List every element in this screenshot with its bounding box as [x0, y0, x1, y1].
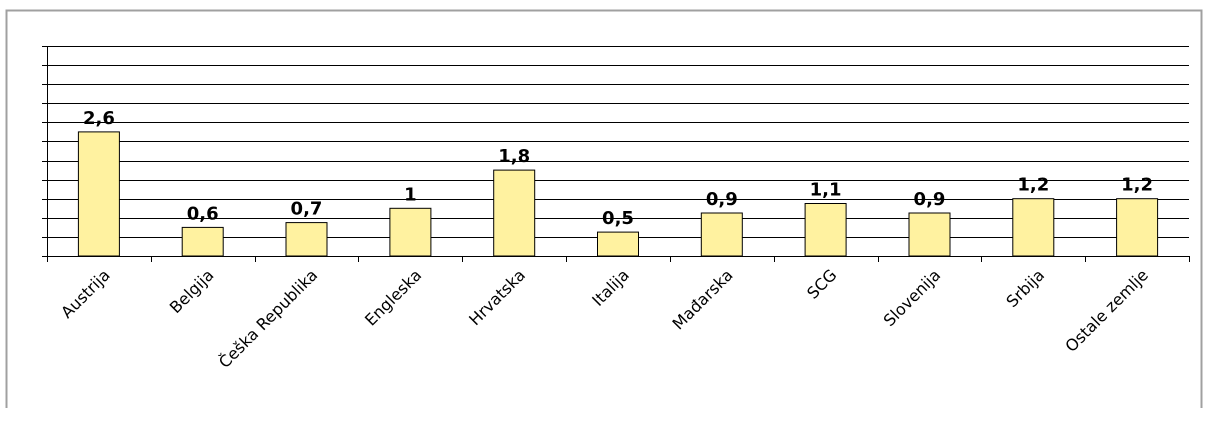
category-label: SCG: [803, 265, 840, 302]
chart-border: [5, 9, 1203, 408]
chart-frame: [5, 9, 1203, 408]
value-labels: 2,6 0,6 0,7 1 1,8 0,5 0,9 1,1 0,9 1,2 1,2: [83, 108, 1153, 229]
bar-11: [1116, 198, 1159, 257]
category-label: Austrija: [57, 265, 114, 322]
bar-5: [493, 169, 536, 257]
category-label: Belgija: [166, 265, 218, 317]
bar-8: [804, 203, 847, 257]
value-label: 0,6: [187, 203, 219, 224]
bar-7: [700, 212, 743, 257]
bar-10: [1012, 198, 1055, 257]
value-label: 0,5: [602, 208, 634, 229]
category-label: Hrvatska: [465, 265, 529, 329]
value-label: 0,7: [291, 199, 323, 220]
bars: [77, 131, 1159, 257]
value-label: 1,1: [810, 180, 842, 201]
axes: [42, 46, 1190, 262]
bar-9: [908, 212, 951, 257]
category-label: Slovenija: [880, 265, 945, 330]
gridlines: [47, 46, 1189, 257]
value-label: 2,6: [83, 108, 115, 129]
category-label: Češka Republika: [215, 265, 321, 371]
category-label: Mađarska: [669, 265, 737, 333]
bar-3: [285, 222, 328, 257]
category-label: Italija: [588, 265, 633, 310]
category-label: Engleska: [361, 265, 425, 329]
value-label: 1,2: [1017, 175, 1049, 196]
bar-6: [597, 231, 639, 257]
category-label: Srbija: [1002, 265, 1048, 311]
value-label: 0,9: [914, 189, 946, 210]
value-label: 1,2: [1121, 175, 1153, 196]
bar-4: [389, 207, 432, 257]
value-label: 1: [404, 184, 417, 205]
value-label: 0,9: [706, 189, 738, 210]
bar-2: [181, 226, 224, 257]
category-label: Ostale zemlje: [1061, 265, 1151, 355]
bar-1: [77, 131, 120, 257]
value-label: 1,8: [498, 146, 530, 167]
